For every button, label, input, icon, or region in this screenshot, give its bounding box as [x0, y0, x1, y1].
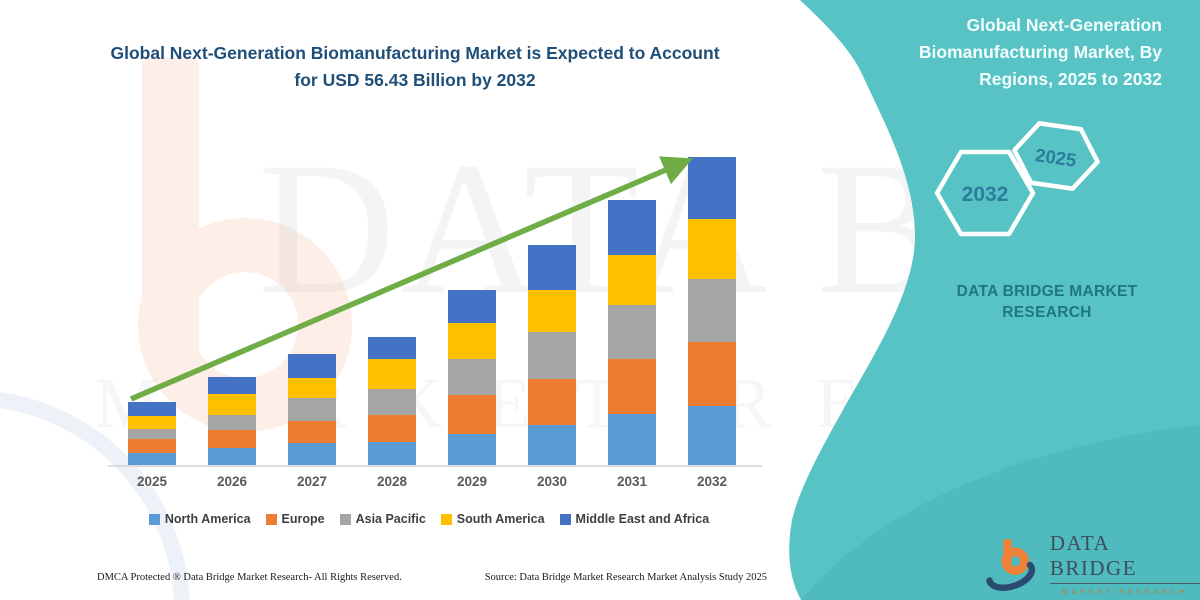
x-axis-label-2026: 2026	[216, 474, 248, 489]
bar-segment-middle-east-and-africa	[608, 200, 656, 256]
legend-item-europe: Europe	[265, 512, 325, 526]
bar-segment-europe	[528, 378, 576, 425]
dbmr-logo: DATA BRIDGE MARKET RESEARCH	[984, 531, 1200, 596]
bar-segment-middle-east-and-africa	[128, 401, 176, 416]
chart-title: Global Next-Generation Biomanufacturing …	[110, 43, 720, 90]
legend-label: Asia Pacific	[355, 512, 426, 526]
bar-segment-south-america	[208, 394, 256, 416]
bar-segment-europe	[368, 414, 416, 442]
x-axis-labels: 2025 2026 2027 2028 2029 2030 2031 2032	[112, 474, 760, 494]
bar-segment-south-america	[128, 415, 176, 430]
bar-segment-asia-pacific	[368, 389, 416, 415]
bar-2027	[288, 353, 336, 466]
bar-segment-north-america	[448, 434, 496, 466]
footer-dmca-text: DMCA Protected ® Data Bridge Market Rese…	[97, 572, 402, 583]
bar-segment-asia-pacific	[608, 305, 656, 359]
bar-segment-europe	[208, 429, 256, 448]
legend-item-south-america: South America	[440, 512, 545, 526]
hexagon-2025: 2025	[1012, 121, 1100, 191]
footer-source-text: Source: Data Bridge Market Research Mark…	[484, 572, 767, 583]
bar-segment-south-america	[528, 289, 576, 332]
bar-segment-south-america	[368, 358, 416, 390]
bar-segment-middle-east-and-africa	[368, 336, 416, 359]
bar-2026	[208, 377, 256, 466]
hexagons-layer: 2032 2025	[934, 121, 1100, 237]
bar-segment-north-america	[288, 442, 336, 466]
x-axis-label-2032: 2032	[696, 474, 728, 489]
x-axis-label-2029: 2029	[456, 474, 488, 489]
hexagon-2032: 2032	[934, 149, 1036, 237]
bar-segment-europe	[608, 358, 656, 414]
legend-label: North America	[164, 512, 251, 526]
brand-text: DATA BRIDGE MARKET RESEARCH	[956, 283, 1138, 321]
bar-segment-north-america	[528, 424, 576, 466]
bar-segment-asia-pacific	[448, 359, 496, 396]
x-axis-label-2028: 2028	[376, 474, 408, 489]
bar-segment-europe	[688, 342, 736, 407]
stacked-bar-chart	[108, 130, 762, 467]
teal-swoosh-shape	[789, 0, 1200, 600]
bar-segment-north-america	[368, 441, 416, 466]
footer: DMCA Protected ® Data Bridge Market Rese…	[97, 572, 767, 583]
bar-segment-south-america	[288, 378, 336, 398]
legend-swatch-icon	[559, 513, 571, 525]
bar-segment-south-america	[688, 219, 736, 279]
x-axis-label-2027: 2027	[296, 474, 328, 489]
x-axis-label-2030: 2030	[536, 474, 568, 489]
legend-swatch-icon	[339, 513, 351, 525]
logo-wordmark: DATA BRIDGE	[1049, 531, 1200, 584]
bar-segment-asia-pacific	[688, 278, 736, 343]
bar-segment-middle-east-and-africa	[448, 289, 496, 323]
bar-segment-asia-pacific	[288, 397, 336, 421]
legend-label: Middle East and Africa	[575, 512, 710, 526]
legend-item-asia-pacific: Asia Pacific	[339, 512, 426, 526]
legend-swatch-icon	[440, 513, 452, 525]
bar-segment-south-america	[448, 322, 496, 360]
bar-segment-middle-east-and-africa	[288, 353, 336, 379]
bar-2028	[368, 336, 416, 466]
x-axis-line	[108, 465, 762, 467]
dbmr-logo-mark-icon	[986, 538, 1036, 591]
hexagon-2025-label: 2025	[1034, 144, 1078, 171]
teal-panel	[789, 0, 1200, 600]
legend-item-north-america: North America	[148, 512, 251, 526]
bar-segment-asia-pacific	[528, 331, 576, 379]
bar-segment-north-america	[688, 406, 736, 466]
bar-segment-europe	[448, 395, 496, 435]
bar-segment-asia-pacific	[128, 429, 176, 440]
bar-2031	[608, 200, 656, 466]
legend-swatch-icon	[148, 513, 160, 525]
legend-label: Europe	[281, 512, 325, 526]
bar-segment-middle-east-and-africa	[688, 156, 736, 220]
panel-title: Global Next-Generation Biomanufacturing …	[918, 15, 1162, 89]
chart-legend: North America Europe Asia Pacific South Ame…	[95, 512, 763, 526]
teal-overlay-shape	[801, 425, 1200, 600]
bar-segment-north-america	[208, 447, 256, 466]
bar-segment-north-america	[608, 413, 656, 466]
bar-segment-middle-east-and-africa	[528, 244, 576, 290]
bar-2025	[128, 401, 176, 466]
bar-segment-south-america	[608, 255, 656, 306]
hexagon-2032-label: 2032	[962, 183, 1009, 206]
logo-subtext: MARKET RESEARCH	[1061, 587, 1188, 596]
bar-2032	[688, 156, 736, 466]
bar-2030	[528, 244, 576, 466]
bar-2029	[448, 289, 496, 466]
bar-segment-middle-east-and-africa	[208, 377, 256, 395]
bar-segment-asia-pacific	[208, 415, 256, 430]
x-axis-label-2025: 2025	[136, 474, 168, 489]
legend-swatch-icon	[265, 513, 277, 525]
bar-segment-europe	[288, 420, 336, 443]
legend-item-middle-east-and-africa: Middle East and Africa	[559, 512, 710, 526]
trend-arrow	[129, 156, 693, 402]
bar-segment-north-america	[128, 452, 176, 466]
legend-label: South America	[456, 512, 545, 526]
bar-segment-europe	[128, 439, 176, 453]
x-axis-label-2031: 2031	[616, 474, 648, 489]
